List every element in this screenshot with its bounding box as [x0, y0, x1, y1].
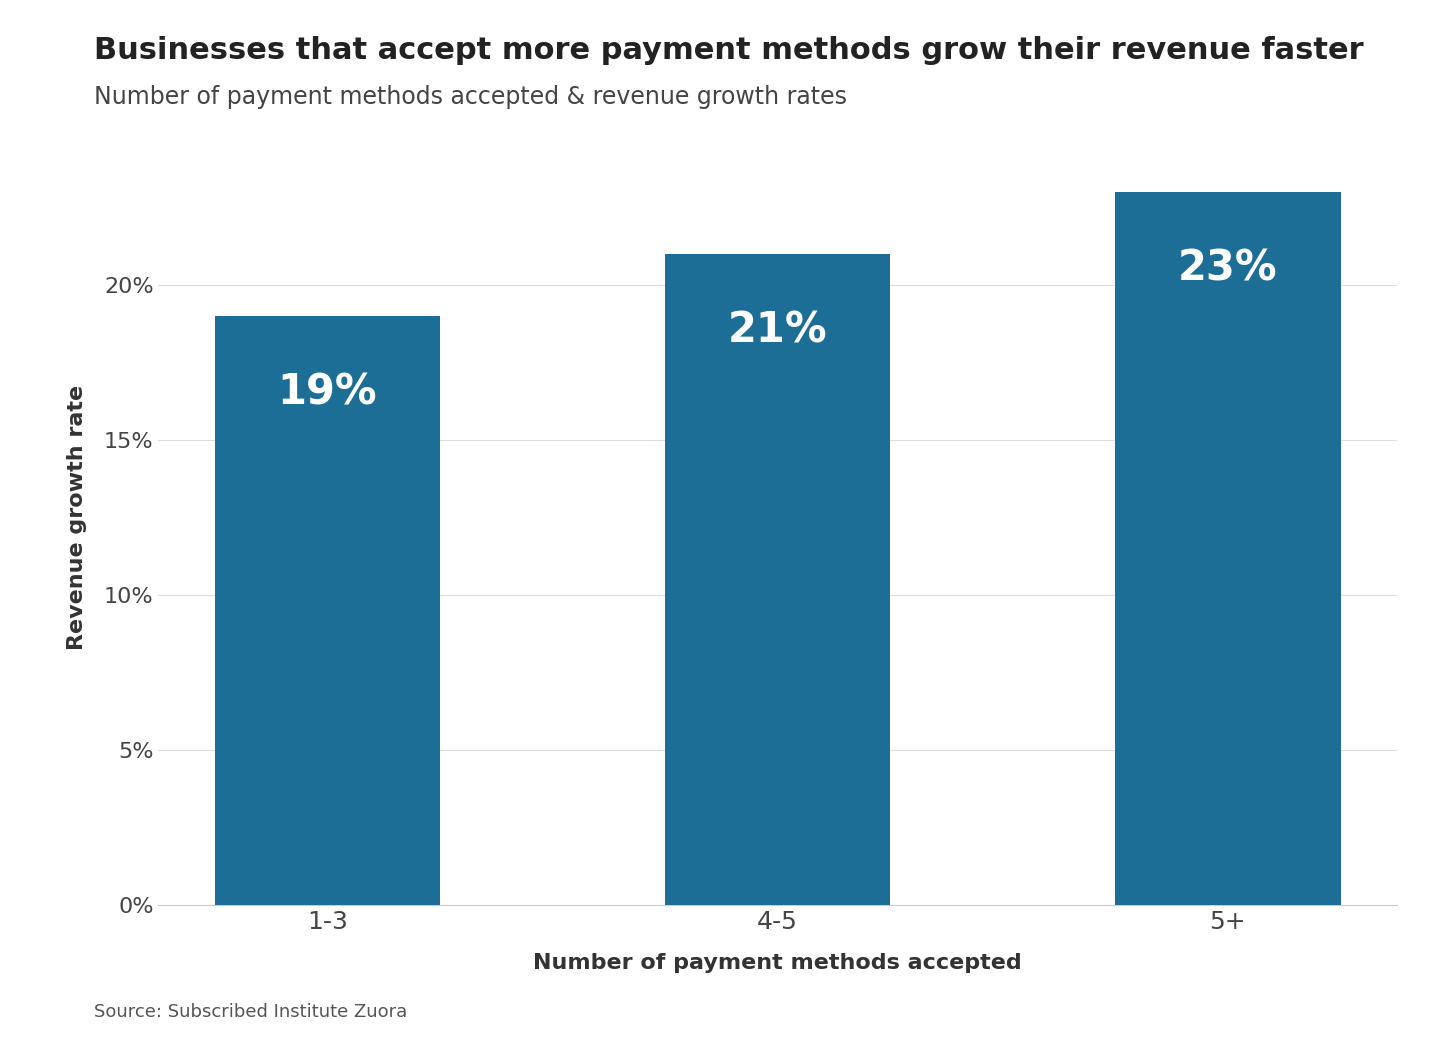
Text: 23%: 23% — [1178, 248, 1277, 290]
Text: Businesses that accept more payment methods grow their revenue faster: Businesses that accept more payment meth… — [94, 36, 1364, 66]
Bar — [1116, 192, 1341, 905]
Y-axis label: Revenue growth rate: Revenue growth rate — [68, 385, 88, 650]
Text: 21%: 21% — [727, 310, 828, 352]
Text: Source: Subscribed Institute Zuora: Source: Subscribed Institute Zuora — [94, 1004, 408, 1021]
Bar — [665, 254, 890, 905]
Text: 19%: 19% — [278, 371, 377, 414]
X-axis label: Number of payment methods accepted: Number of payment methods accepted — [533, 953, 1022, 973]
Bar — [215, 316, 439, 905]
Text: Number of payment methods accepted & revenue growth rates: Number of payment methods accepted & rev… — [94, 85, 847, 109]
